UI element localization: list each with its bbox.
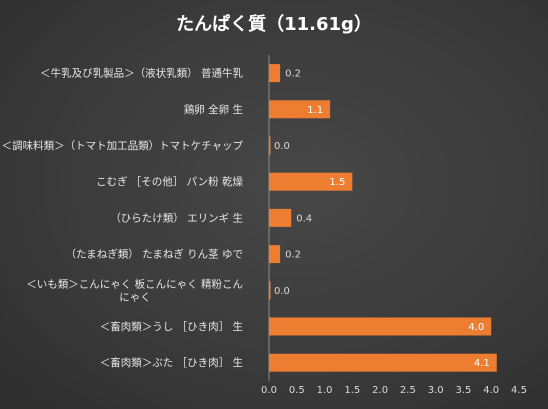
- x-tick-label: 0.5: [289, 385, 305, 396]
- bar: [269, 64, 281, 83]
- category-label: 鶏卵 全卵 生: [184, 103, 243, 116]
- data-label: 4.0: [468, 322, 484, 333]
- x-tick-label: 0.0: [261, 385, 277, 396]
- chart-title: たんぱく質（11.61g）: [176, 14, 372, 35]
- data-label: 0.4: [296, 213, 312, 224]
- category-label: こむぎ ［その他］ パン粉 乾燥: [96, 175, 244, 188]
- bar: [269, 172, 353, 191]
- data-label: 1.1: [307, 105, 323, 116]
- x-tick-label: 3.5: [455, 385, 471, 396]
- data-label: 0.0: [274, 141, 290, 152]
- bar: [269, 281, 271, 300]
- bar: [269, 100, 331, 119]
- category-label: （ひらたけ類） エリンギ 生: [110, 211, 243, 224]
- bar: [269, 136, 271, 155]
- data-label: 0.2: [285, 250, 301, 261]
- x-tick-label: 3.0: [428, 385, 444, 396]
- x-tick-label: 4.0: [483, 385, 499, 396]
- x-tick-label: 2.0: [372, 385, 388, 396]
- x-tick-label: 1.0: [317, 385, 333, 396]
- data-label: 0.0: [274, 286, 290, 297]
- category-label: ＜牛乳及び乳製品＞（液状乳類） 普通牛乳: [40, 67, 243, 80]
- bar: [269, 245, 281, 264]
- x-tick-label: 1.5: [344, 385, 360, 396]
- category-label: ＜畜肉類＞うし ［ひき肉］ 生: [100, 320, 243, 333]
- data-label: 4.1: [474, 358, 490, 369]
- category-label: （たまねぎ類） たまねぎ りん茎 ゆで: [66, 248, 243, 261]
- x-tick-label: 2.5: [400, 385, 416, 396]
- category-label: ＜調味料類＞（トマト加工品類）トマトケチャップ: [2, 139, 244, 152]
- bar: [269, 208, 292, 227]
- x-tick-label: 4.5: [511, 385, 527, 396]
- category-label: ＜畜肉類＞ぶた ［ひき肉］ 生: [100, 356, 243, 369]
- data-label: 0.2: [285, 69, 301, 80]
- bar: [269, 317, 492, 336]
- category-label: ＜いも類＞こんにゃく 板こんにゃく 精粉こんにゃく: [26, 277, 243, 303]
- data-label: 1.5: [329, 177, 345, 188]
- bar: [269, 353, 497, 372]
